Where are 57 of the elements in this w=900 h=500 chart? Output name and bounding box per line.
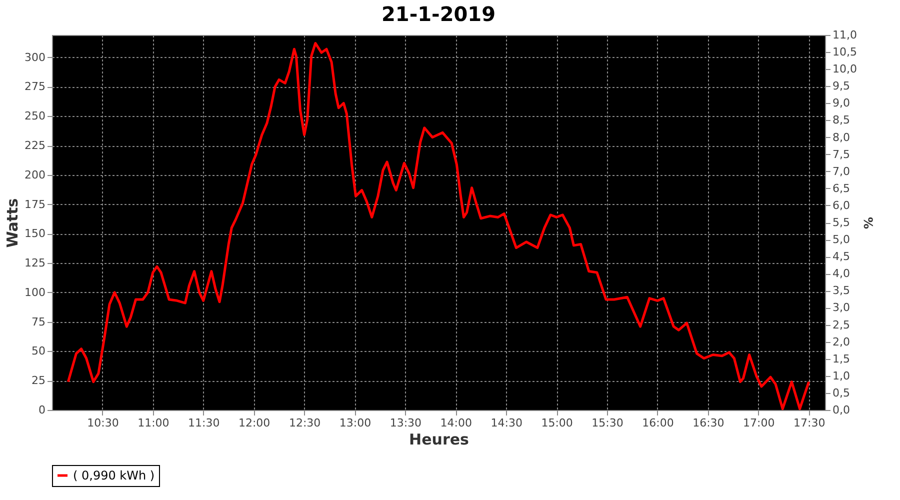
y2-tick-label: 2,5 [832, 318, 850, 332]
y-tick-label: 150 [24, 227, 46, 240]
y2-tick-label: 0,5 [832, 386, 850, 400]
x-tick-label: 12:30 [288, 416, 321, 430]
y-tick-label: 250 [24, 110, 46, 123]
chart-title: 21-1-2019 [381, 2, 496, 26]
y2-tick-label: 11,0 [832, 28, 857, 42]
x-tick-label: 14:00 [440, 416, 472, 430]
y2-tick-label: 8,5 [832, 114, 850, 127]
x-tick-label: 16:00 [642, 416, 674, 430]
y2-tick-label: 1,5 [832, 352, 850, 366]
y2-tick-label: 5,0 [832, 233, 850, 246]
y2-tick-label: 4,5 [832, 250, 850, 264]
y2-tick-label: 4,0 [832, 267, 850, 280]
x-tick-label: 14:30 [490, 416, 522, 430]
y2-tick-label: 9,0 [832, 96, 850, 110]
y-tick-label: 200 [24, 168, 46, 182]
y2-tick-label: 7,0 [832, 164, 850, 178]
x-tick-label: 15:30 [592, 416, 624, 430]
y2-tick-label: 5,5 [832, 216, 850, 229]
x-tick-label: 11:30 [188, 416, 220, 430]
y2-tick-label: 6,5 [832, 182, 850, 195]
x-axis-title: Heures [409, 430, 470, 448]
y2-axis-title: % [860, 216, 875, 230]
x-tick-label: 15:00 [541, 416, 573, 430]
y-tick-label: 125 [24, 256, 46, 270]
x-tick-label: 17:30 [794, 416, 826, 430]
x-tick-label: 11:00 [138, 416, 170, 430]
x-tick-label: 16:30 [692, 416, 724, 430]
y2-tick-label: 1,0 [832, 369, 850, 382]
y-tick-label: 175 [24, 198, 46, 211]
y-tick-label: 225 [24, 139, 46, 152]
y-tick-label: 100 [24, 286, 46, 299]
x-tick-label: 13:00 [339, 416, 372, 430]
y-tick-label: 50 [32, 344, 46, 358]
x-tick-label: 10:30 [87, 416, 119, 430]
y2-tick-label: 10,5 [832, 46, 857, 59]
x-tick-label: 17:00 [743, 416, 775, 430]
y2-tick-label: 9,5 [832, 80, 850, 93]
y2-tick-label: 8,0 [832, 130, 850, 144]
x-tick-label: 12:00 [238, 416, 270, 430]
y2-tick-label: 10,0 [832, 62, 857, 76]
y2-tick-label: 7,5 [832, 148, 850, 161]
legend-label: ( 0,990 kWh ) [73, 468, 155, 482]
y-tick-label: 75 [32, 315, 46, 328]
y2-tick-label: 3,0 [832, 301, 850, 314]
y-tick-label: 300 [24, 50, 46, 64]
line-series [66, 42, 810, 410]
y-tick-label: 0 [38, 404, 46, 416]
y-tick-label: 275 [24, 80, 46, 94]
x-tick-label: 13:30 [390, 416, 422, 430]
y2-tick-label: 3,5 [832, 284, 850, 298]
y2-tick-label: 0,0 [832, 404, 850, 416]
y-tick-label: 25 [32, 374, 46, 388]
y2-tick-label: 6,0 [832, 198, 850, 212]
y-axis-title: Watts [4, 198, 22, 248]
y2-tick-label: 2,0 [832, 335, 850, 348]
